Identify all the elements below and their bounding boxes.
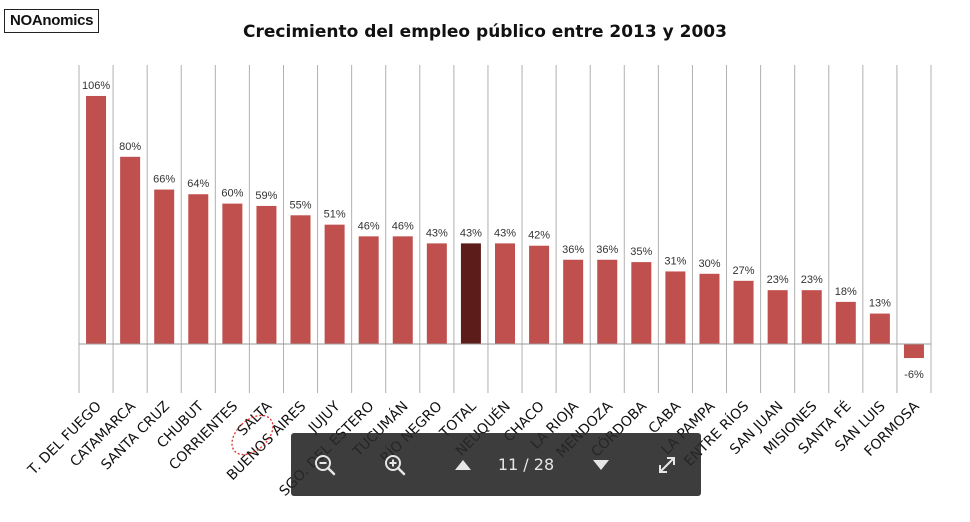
bar — [903, 344, 924, 359]
image-viewer-toolbar: 11 / 28 — [291, 433, 701, 496]
data-label: 106% — [82, 80, 110, 92]
data-label: 13% — [869, 298, 891, 310]
previous-button[interactable] — [441, 433, 485, 496]
zoom-out-icon — [315, 454, 336, 475]
data-label: 35% — [630, 246, 652, 258]
data-label: 55% — [290, 199, 312, 211]
bar — [699, 273, 720, 344]
data-label: 31% — [664, 255, 686, 267]
fullscreen-button[interactable] — [645, 433, 689, 496]
bar — [835, 301, 856, 344]
chevron-up-icon — [455, 459, 471, 470]
bar — [358, 236, 379, 344]
bar — [120, 156, 141, 344]
data-label: 60% — [221, 188, 243, 200]
data-label: 51% — [324, 209, 346, 221]
data-label: 46% — [392, 220, 414, 232]
data-label: 18% — [835, 286, 857, 298]
zoom-out-button[interactable] — [303, 433, 347, 496]
bar — [188, 194, 209, 344]
data-label: 36% — [562, 244, 584, 256]
bar — [324, 224, 345, 344]
bar — [392, 236, 413, 344]
bar — [222, 203, 243, 344]
data-label: 42% — [528, 230, 550, 242]
zoom-in-button[interactable] — [373, 433, 417, 496]
bar — [733, 280, 754, 344]
data-label: 43% — [426, 227, 448, 239]
data-label: 64% — [187, 178, 209, 190]
bar — [290, 215, 311, 344]
bar — [665, 271, 686, 344]
data-labels: 106% 80% 66% 64% 60% 59% 55% 51% 46% 46% 43% 43% 43%… — [82, 80, 924, 381]
data-label: 23% — [767, 274, 789, 286]
data-label: 23% — [801, 274, 823, 286]
data-label: 80% — [119, 141, 141, 153]
data-label: 30% — [698, 258, 720, 270]
bar — [767, 290, 788, 344]
data-label: 27% — [733, 265, 755, 277]
data-label: 43% — [460, 227, 482, 239]
brand-logo: NOAnomics — [4, 9, 100, 33]
bar — [460, 243, 481, 344]
next-button[interactable] — [579, 433, 623, 496]
page-counter: 11 / 28 — [497, 455, 555, 474]
bar — [801, 290, 822, 344]
bar — [154, 189, 175, 344]
chevron-down-icon — [593, 459, 609, 470]
salta-circle-annotation — [231, 414, 274, 456]
bar — [563, 259, 584, 344]
data-label: 46% — [358, 220, 380, 232]
zoom-in-icon — [385, 454, 406, 475]
data-label: 36% — [596, 244, 618, 256]
chart-title: Crecimiento del empleo público entre 201… — [243, 22, 727, 42]
bar — [495, 243, 515, 344]
bar — [597, 259, 618, 344]
bar — [869, 313, 890, 344]
bar — [529, 245, 550, 344]
bar — [426, 243, 447, 344]
data-label: 43% — [494, 227, 516, 239]
bars — [86, 95, 924, 359]
data-label: -6% — [904, 369, 924, 381]
data-label: 59% — [255, 190, 277, 202]
annotations — [231, 414, 274, 456]
fullscreen-icon — [659, 456, 675, 473]
bar — [86, 95, 107, 345]
bar — [631, 262, 652, 344]
data-label: 66% — [153, 174, 175, 186]
grid-lines — [78, 65, 932, 393]
bar — [256, 205, 277, 344]
